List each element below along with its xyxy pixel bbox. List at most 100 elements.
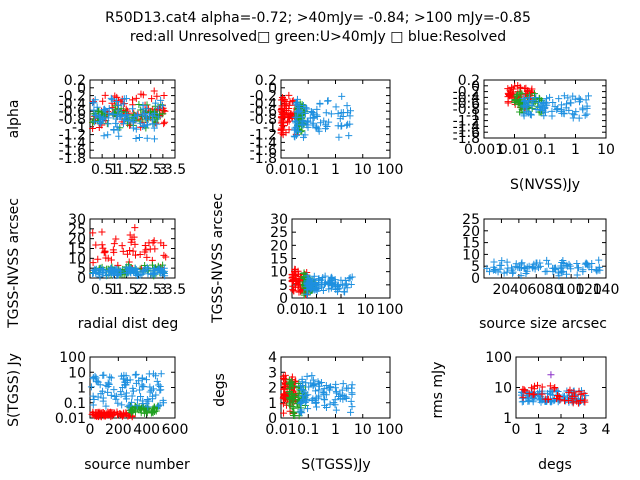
x-tick-label: 0.01 — [265, 422, 296, 438]
y-tick-label: -1.4 — [453, 119, 480, 135]
data-point — [319, 388, 327, 396]
data-point — [113, 271, 121, 279]
series-blue — [290, 92, 355, 141]
y-tick-label: 30 — [68, 212, 86, 228]
data-point — [92, 241, 100, 249]
data-point — [311, 387, 319, 395]
data-point — [319, 287, 327, 295]
data-point — [304, 405, 312, 413]
y-axis-label: TGSS-NVSS arcsec — [6, 198, 22, 329]
data-point — [526, 94, 534, 102]
data-point — [322, 403, 330, 411]
data-point — [135, 133, 143, 141]
data-point — [118, 242, 126, 250]
series-blue — [89, 94, 166, 143]
data-point — [551, 383, 559, 391]
data-point — [348, 390, 356, 398]
data-point — [550, 385, 558, 393]
data-point — [519, 385, 527, 393]
y-tick-label: -0.8 — [250, 112, 277, 128]
data-point — [153, 92, 161, 100]
data-point — [98, 115, 106, 123]
data-point — [95, 123, 103, 131]
data-point — [91, 372, 99, 380]
data-point — [108, 269, 116, 277]
x-tick-label: 20 — [493, 282, 511, 298]
data-point — [335, 133, 343, 141]
data-point — [551, 103, 559, 111]
data-point — [124, 403, 132, 411]
data-point — [294, 127, 302, 135]
data-point — [159, 261, 167, 269]
x-tick-label: 40 — [510, 282, 528, 298]
data-point — [123, 111, 131, 119]
data-point — [161, 118, 169, 126]
data-point — [104, 131, 112, 139]
data-point — [584, 92, 592, 100]
data-point — [529, 391, 537, 399]
series-blue — [483, 256, 604, 280]
data-point — [101, 91, 109, 99]
data-point — [576, 397, 584, 405]
data-point — [149, 120, 157, 128]
data-point — [538, 390, 546, 398]
x-tick-label: 2.5 — [140, 282, 162, 298]
data-point — [278, 108, 286, 116]
data-point — [342, 280, 350, 288]
data-point — [525, 262, 533, 270]
data-point — [517, 98, 525, 106]
x-tick-label: 1 — [571, 142, 580, 158]
data-point — [301, 110, 309, 118]
data-point — [295, 107, 303, 115]
data-point — [543, 95, 551, 103]
x-tick-label: 2 — [557, 422, 566, 438]
y-tick-label: 10 — [462, 247, 480, 263]
data-point — [89, 259, 97, 267]
data-point — [490, 258, 498, 266]
x-tick-label: 10 — [357, 302, 375, 318]
data-point — [89, 392, 97, 400]
data-point — [332, 380, 340, 388]
data-point — [98, 228, 106, 236]
y-tick-label: 1 — [268, 396, 277, 412]
data-point — [134, 396, 142, 404]
y-tick-label: -0.2 — [453, 85, 480, 101]
data-point — [512, 96, 520, 104]
data-point — [126, 231, 134, 239]
data-point — [156, 401, 164, 409]
data-point — [290, 404, 298, 412]
data-point — [517, 272, 525, 280]
y-tick-label: 25 — [68, 222, 86, 238]
data-point — [122, 389, 130, 397]
data-point — [571, 392, 579, 400]
data-point — [546, 391, 554, 399]
data-point — [298, 409, 306, 417]
data-point — [528, 102, 536, 110]
data-point — [340, 288, 348, 296]
data-point — [94, 269, 102, 277]
data-point — [160, 120, 168, 128]
data-point — [320, 281, 328, 289]
data-point — [334, 110, 342, 118]
x-tick-label: 10 — [597, 142, 615, 158]
series-blue — [520, 92, 592, 122]
data-point — [294, 100, 302, 108]
data-point — [162, 253, 170, 261]
data-point — [309, 121, 317, 129]
data-point — [320, 117, 328, 125]
data-point — [553, 106, 561, 114]
x-tick-label: 2 — [134, 162, 143, 178]
data-point — [127, 238, 135, 246]
x-tick-label: 2.5 — [140, 162, 162, 178]
data-point — [285, 91, 293, 99]
data-point — [107, 269, 115, 277]
y-tick-label: 20 — [68, 232, 86, 248]
y-tick-label: 0.2 — [458, 73, 480, 89]
y-tick-label: 15 — [270, 252, 288, 268]
data-point — [132, 94, 140, 102]
data-point — [100, 132, 108, 140]
data-point — [532, 105, 540, 113]
data-point — [107, 94, 115, 102]
data-point — [99, 244, 107, 252]
